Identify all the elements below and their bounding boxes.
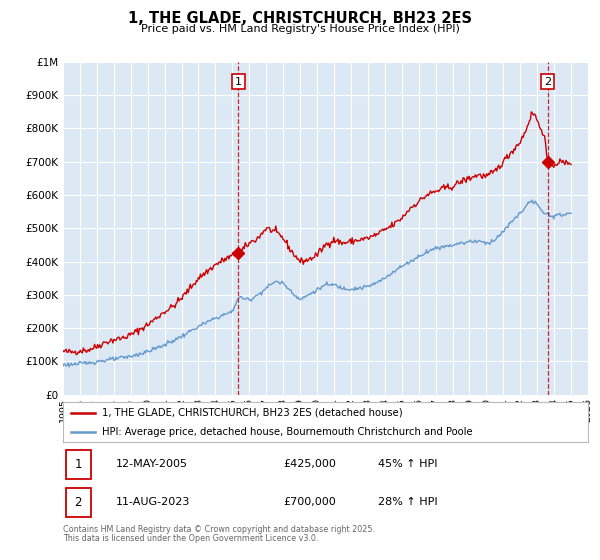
Text: Price paid vs. HM Land Registry's House Price Index (HPI): Price paid vs. HM Land Registry's House …	[140, 24, 460, 34]
Text: This data is licensed under the Open Government Licence v3.0.: This data is licensed under the Open Gov…	[63, 534, 319, 543]
Text: 1: 1	[74, 458, 82, 470]
Text: £425,000: £425,000	[284, 459, 337, 469]
FancyBboxPatch shape	[65, 488, 91, 516]
FancyBboxPatch shape	[65, 450, 91, 478]
Text: 28% ↑ HPI: 28% ↑ HPI	[378, 497, 437, 507]
Text: £700,000: £700,000	[284, 497, 336, 507]
Text: 2: 2	[74, 496, 82, 508]
Text: HPI: Average price, detached house, Bournemouth Christchurch and Poole: HPI: Average price, detached house, Bour…	[103, 427, 473, 437]
Text: Contains HM Land Registry data © Crown copyright and database right 2025.: Contains HM Land Registry data © Crown c…	[63, 525, 375, 534]
Text: 1, THE GLADE, CHRISTCHURCH, BH23 2ES (detached house): 1, THE GLADE, CHRISTCHURCH, BH23 2ES (de…	[103, 408, 403, 418]
Text: 2: 2	[544, 77, 551, 87]
Text: 45% ↑ HPI: 45% ↑ HPI	[378, 459, 437, 469]
Text: 1, THE GLADE, CHRISTCHURCH, BH23 2ES: 1, THE GLADE, CHRISTCHURCH, BH23 2ES	[128, 11, 472, 26]
Text: 12-MAY-2005: 12-MAY-2005	[115, 459, 187, 469]
Text: 1: 1	[235, 77, 242, 87]
Text: 11-AUG-2023: 11-AUG-2023	[115, 497, 190, 507]
